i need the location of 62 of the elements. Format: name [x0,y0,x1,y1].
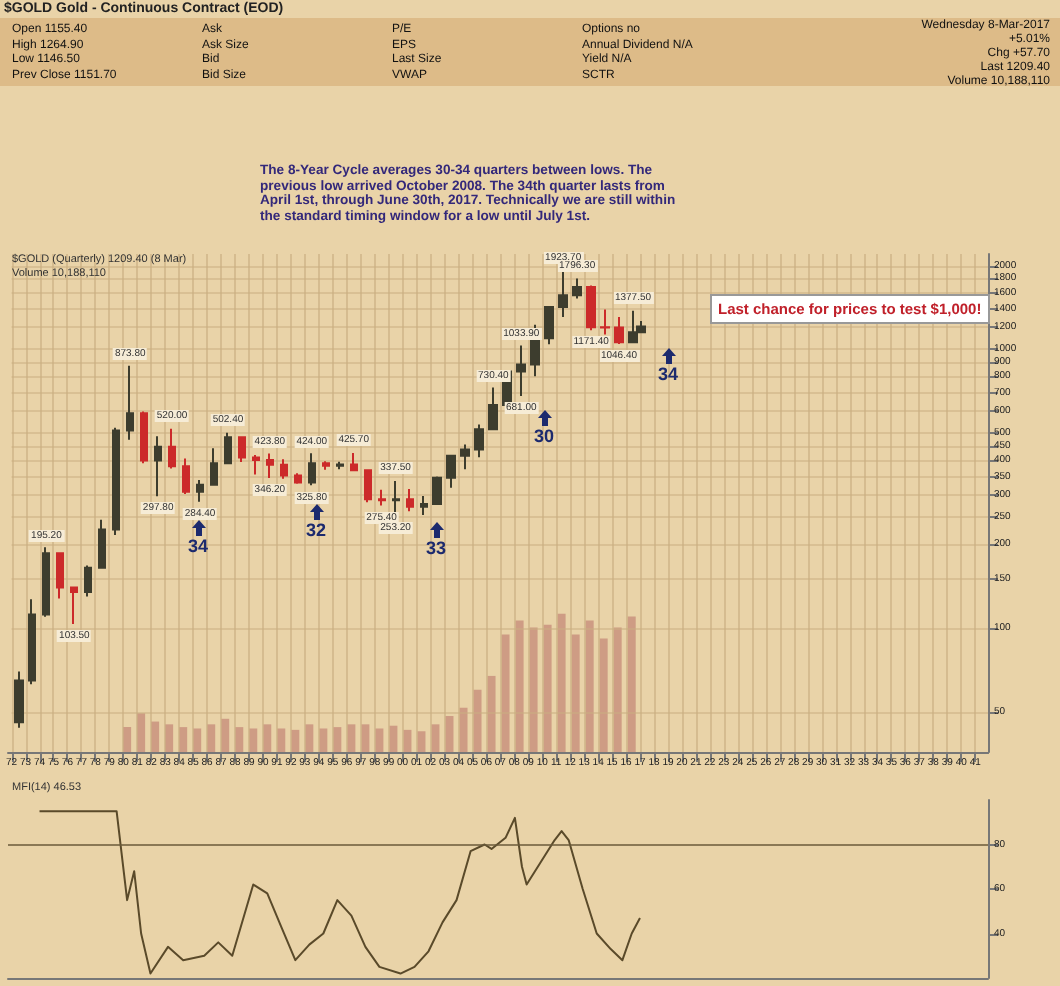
candlestick [182,457,190,496]
candlestick [84,564,92,598]
annotation: 34 [658,364,679,384]
candlestick [460,443,470,471]
candlestick [112,426,120,537]
bar [585,620,594,752]
candlestick [266,452,274,479]
candlestick [224,431,232,465]
candlestick [586,284,596,332]
candlestick [154,435,162,498]
candlestick [294,472,302,485]
annotation: 30 [534,426,555,446]
candlestick [392,480,400,517]
candlestick [378,488,386,507]
candlestick [98,518,106,569]
candlestick [420,495,428,516]
bar [543,624,552,752]
candlestick [406,487,414,513]
candlestick [446,454,456,489]
candlestick [614,316,624,345]
bar [599,638,608,752]
candlestick [474,423,484,459]
bar [459,707,468,752]
candlestick [558,269,568,318]
candlestick [544,305,554,346]
candlestick [600,308,610,336]
candlestick [432,475,442,506]
bar [613,627,622,752]
annotation: 34 [188,536,209,556]
bar [473,689,482,752]
candlestick [628,309,638,344]
bar [529,627,538,752]
candlestick [56,552,64,600]
candlestick [210,447,218,487]
bar [557,613,566,752]
candlestick [322,460,330,471]
candlestick [336,460,344,471]
bar [515,620,524,752]
candlestick [364,469,372,504]
candlestick [252,454,260,476]
bar [501,634,510,752]
candlestick [516,344,526,397]
bar [571,634,580,752]
candlestick [14,670,24,729]
bar [627,616,636,752]
candlestick [488,386,498,431]
bar [487,675,496,752]
annotation: 33 [426,538,447,558]
candlestick [42,546,50,618]
candlestick [308,452,316,487]
candlestick [126,364,134,441]
candlestick [196,479,204,503]
candlestick [168,427,176,470]
candlestick [70,586,78,626]
line-series [38,810,641,975]
candlestick [238,435,246,463]
candlestick [572,277,582,300]
annotation: 32 [306,520,327,540]
candlestick [280,458,288,480]
candlestick [140,410,148,465]
candlestick [28,598,36,686]
candlestick [350,451,358,472]
